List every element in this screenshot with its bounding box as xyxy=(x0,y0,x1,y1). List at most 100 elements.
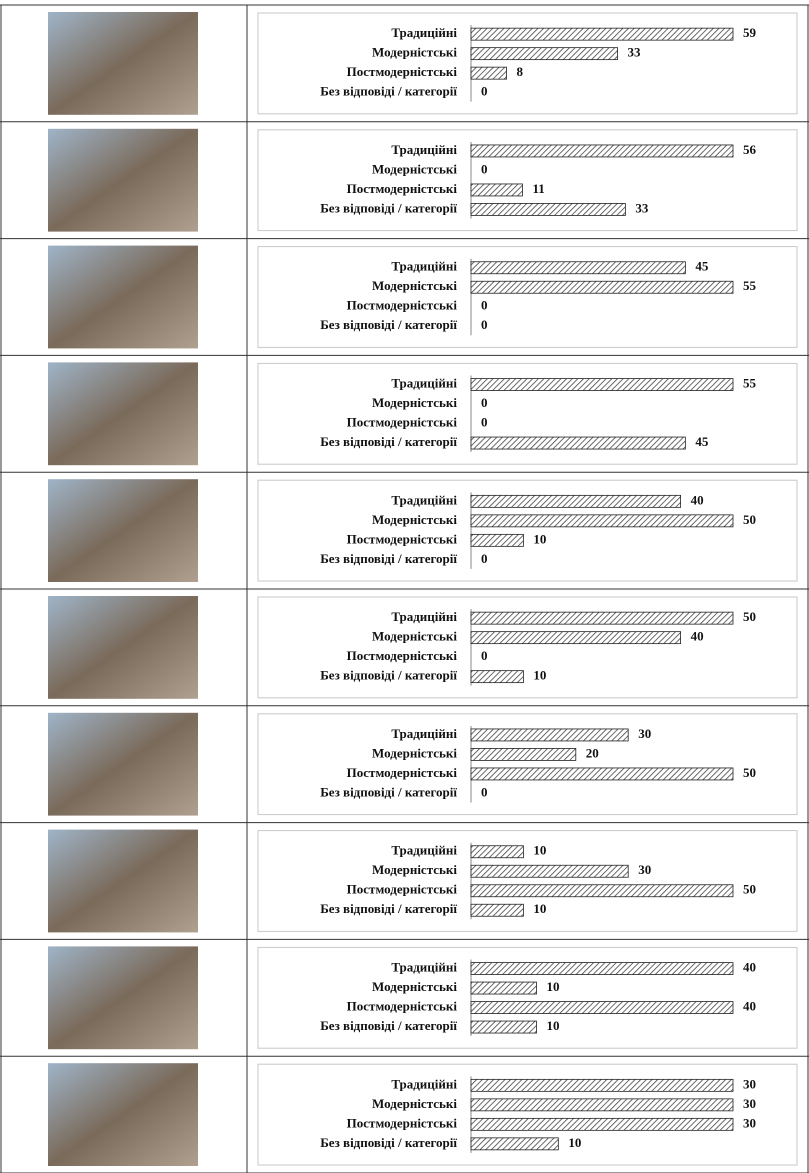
bar xyxy=(470,631,682,645)
value-label: 0 xyxy=(481,551,488,566)
value-label: 55 xyxy=(743,278,757,293)
category-label: Модерністські xyxy=(372,1096,457,1111)
category-label: Традиційні xyxy=(391,1076,457,1091)
category-label: Без відповіді / категорії xyxy=(320,551,457,566)
bar xyxy=(470,533,524,547)
bar xyxy=(470,183,523,197)
photo xyxy=(48,128,198,232)
value-label: 10 xyxy=(533,901,546,916)
bar xyxy=(470,261,686,275)
category-label: Постмодерністські xyxy=(347,531,458,546)
value-label: 10 xyxy=(533,843,546,858)
category-label: Без відповіді / категорії xyxy=(320,200,457,215)
value-label: 0 xyxy=(481,317,488,332)
category-label: Модерністські xyxy=(372,629,457,644)
photo xyxy=(48,946,198,1050)
category-label: Модерністські xyxy=(372,45,457,60)
category-label: Постмодерністські xyxy=(347,648,458,663)
photo xyxy=(48,829,198,933)
category-label: Традиційні xyxy=(391,142,457,157)
value-label: 45 xyxy=(695,434,709,449)
bar xyxy=(470,962,734,975)
category-label: Традиційні xyxy=(391,376,457,391)
bar xyxy=(470,884,734,898)
category-label: Без відповіді / категорії xyxy=(320,434,457,449)
category-label: Без відповіді / категорії xyxy=(320,668,457,683)
value-label: 50 xyxy=(743,765,756,780)
value-label: 33 xyxy=(628,45,642,60)
bar xyxy=(470,378,734,391)
category-label: Традиційні xyxy=(391,609,457,624)
category-label: Постмодерністські xyxy=(347,1115,458,1130)
category-label: Традиційні xyxy=(391,843,457,858)
bar xyxy=(470,845,524,859)
bar xyxy=(470,864,629,878)
value-label: 40 xyxy=(743,960,756,975)
value-label: 30 xyxy=(743,1115,756,1130)
category-label: Без відповіді / категорії xyxy=(320,1018,457,1033)
value-label: 30 xyxy=(638,726,651,741)
bar xyxy=(470,280,734,294)
category-label: Без відповіді / категорії xyxy=(320,317,457,332)
bar xyxy=(470,903,524,917)
photo xyxy=(48,12,198,115)
bar xyxy=(470,514,734,528)
value-label: 56 xyxy=(743,142,757,157)
category-label: Постмодерністські xyxy=(347,415,458,430)
value-label: 30 xyxy=(743,1096,756,1111)
value-label: 10 xyxy=(547,979,560,994)
chart-frame xyxy=(257,713,798,816)
bar xyxy=(470,1098,734,1112)
value-label: 0 xyxy=(481,648,488,663)
value-label: 0 xyxy=(481,161,488,176)
category-label: Постмодерністські xyxy=(347,765,458,780)
bar xyxy=(470,144,734,158)
chart-frame xyxy=(257,830,798,932)
bar xyxy=(470,670,524,684)
bar xyxy=(470,494,682,508)
category-label: Модерністські xyxy=(372,512,457,527)
category-label: Без відповіді / категорії xyxy=(320,901,457,916)
photo xyxy=(48,479,198,582)
category-label: Модерністські xyxy=(372,745,457,760)
bar xyxy=(470,748,577,761)
category-label: Без відповіді / категорії xyxy=(320,84,457,99)
bar xyxy=(470,27,734,41)
category-label: Постмодерністські xyxy=(347,181,458,196)
bar xyxy=(470,47,618,61)
category-label: Традиційні xyxy=(391,25,457,40)
value-label: 40 xyxy=(691,629,704,644)
value-label: 10 xyxy=(533,531,546,546)
category-label: Модерністські xyxy=(372,979,457,994)
category-label: Традиційні xyxy=(391,726,457,741)
bar xyxy=(470,436,686,450)
value-label: 55 xyxy=(743,376,757,391)
bar xyxy=(470,1137,559,1151)
bar xyxy=(470,1020,537,1034)
value-label: 11 xyxy=(532,181,544,196)
category-label: Традиційні xyxy=(391,259,457,274)
photo xyxy=(48,362,198,466)
bar xyxy=(470,66,507,80)
bar xyxy=(470,1001,734,1014)
value-label: 0 xyxy=(481,84,488,99)
value-label: 0 xyxy=(481,784,488,799)
category-label: Традиційні xyxy=(391,960,457,975)
category-label: Модерністські xyxy=(372,395,457,410)
value-label: 50 xyxy=(743,609,756,624)
value-label: 10 xyxy=(533,668,546,683)
photo xyxy=(48,1063,198,1166)
photo xyxy=(48,712,198,816)
bar xyxy=(470,611,734,625)
category-label: Постмодерністські xyxy=(347,64,458,79)
bar xyxy=(470,981,537,995)
category-label: Традиційні xyxy=(391,492,457,507)
value-label: 10 xyxy=(568,1135,581,1150)
value-label: 0 xyxy=(481,395,488,410)
bar xyxy=(470,767,734,781)
value-label: 45 xyxy=(695,259,709,274)
value-label: 8 xyxy=(517,64,524,79)
value-label: 0 xyxy=(481,298,488,313)
